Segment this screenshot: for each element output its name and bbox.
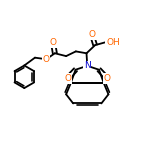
Text: N: N xyxy=(84,61,91,70)
Text: O: O xyxy=(89,30,96,39)
Text: O: O xyxy=(50,38,57,47)
Text: O: O xyxy=(103,74,110,83)
Text: O: O xyxy=(43,55,50,64)
Text: OH: OH xyxy=(106,38,120,47)
Text: O: O xyxy=(64,74,71,83)
